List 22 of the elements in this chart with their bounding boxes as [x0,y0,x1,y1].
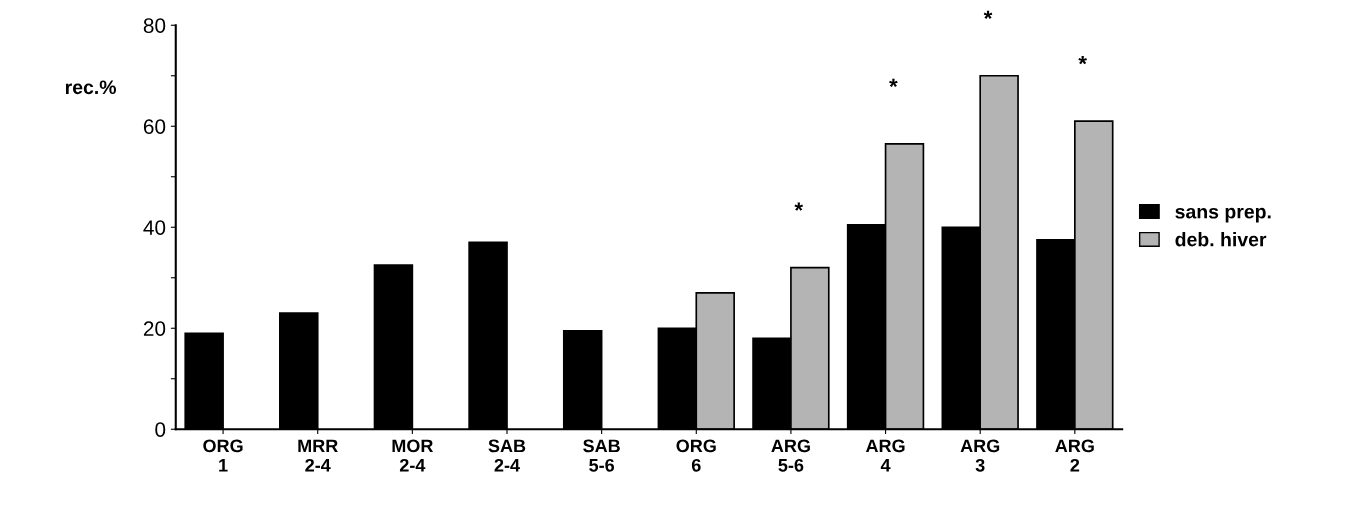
legend-label: sans prep. [1175,207,1271,223]
annotation: * [983,10,993,19]
y-tick-label: 0 [155,422,166,437]
x-tick-label: MOR 2-4 [392,439,434,472]
x-tick-label: MRR 2-4 [298,439,338,472]
x-tick-label: SAB 5-6 [583,439,620,472]
y-tick-label: 40 [143,220,166,235]
x-tick-label: SAB 2-4 [488,439,526,472]
y-axis-title: rec.% [65,80,117,95]
y-tick-label: 80 [143,18,166,33]
y-tick-label: 60 [143,119,166,134]
y-tick-label: 20 [143,321,166,336]
x-tick-label: ARG 4 [865,439,905,472]
annotation: * [794,202,804,211]
x-tick-label: ORG 1 [203,439,243,472]
annotation: * [1078,56,1087,65]
legend-label: deb. hiver [1175,232,1267,247]
x-tick-label: ARG 3 [960,439,1000,472]
x-tick-label: ORG 6 [676,439,716,472]
x-tick-label: ARG 2 [1055,439,1094,472]
x-tick-label: ARG 5-6 [771,439,810,472]
annotation: * [889,78,898,88]
